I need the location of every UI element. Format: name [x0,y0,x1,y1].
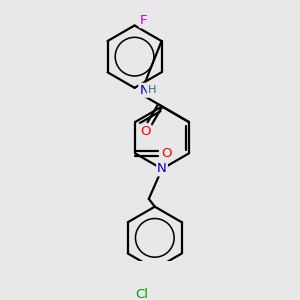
Text: N: N [139,84,149,97]
Text: O: O [140,125,150,138]
Text: H: H [148,85,156,95]
Text: N: N [157,162,167,176]
Text: Cl: Cl [135,288,148,300]
Text: O: O [161,147,171,160]
Text: F: F [140,14,147,27]
